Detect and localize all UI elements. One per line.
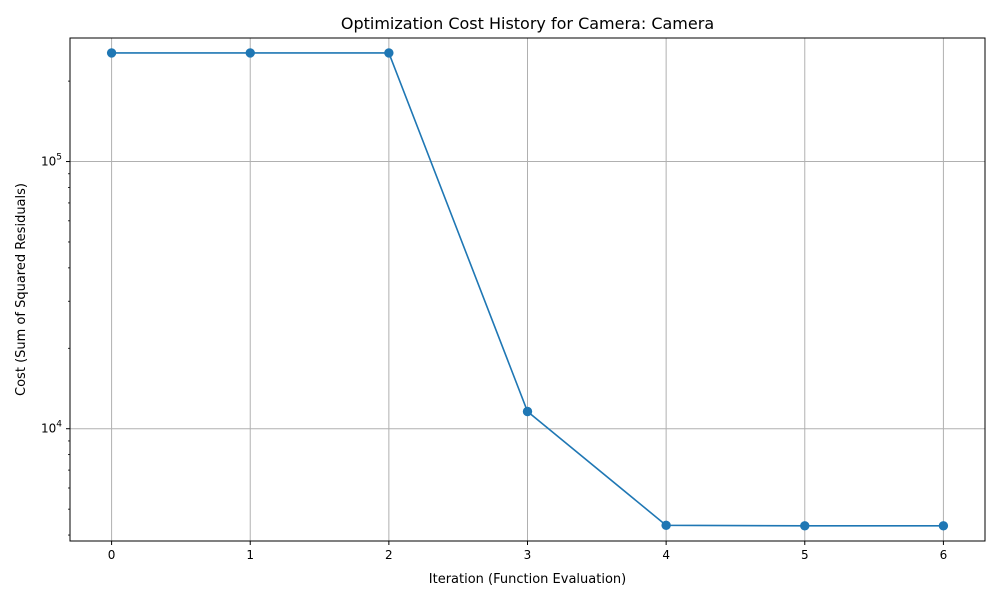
x-tick-label: 6 (940, 548, 948, 562)
x-tick-label: 2 (385, 548, 393, 562)
x-tick-label: 3 (524, 548, 532, 562)
plot-frame (69, 37, 986, 542)
data-point (661, 520, 671, 531)
y-axis-label: Cost (Sum of Squared Residuals) (14, 183, 29, 396)
x-axis: 0 1 2 3 4 5 6 (108, 541, 947, 562)
y-axis: 104 105 (41, 153, 70, 436)
grid-lines (70, 38, 985, 541)
data-point (938, 521, 949, 531)
x-tick-label: 4 (662, 548, 670, 562)
x-tick-label: 1 (246, 548, 254, 562)
data-point (384, 48, 394, 58)
x-tick-label: 5 (801, 548, 809, 562)
data-point (800, 521, 810, 531)
chart-title: Optimization Cost History for Camera: Ca… (341, 14, 714, 33)
series-layer (106, 48, 949, 531)
data-point (106, 48, 117, 58)
data-point (522, 406, 533, 417)
y-tick-label: 105 (41, 153, 62, 169)
data-point (245, 48, 255, 58)
y-tick-label: 104 (41, 420, 62, 436)
x-axis-label: Iteration (Function Evaluation) (429, 572, 626, 587)
x-tick-label: 0 (108, 548, 116, 562)
